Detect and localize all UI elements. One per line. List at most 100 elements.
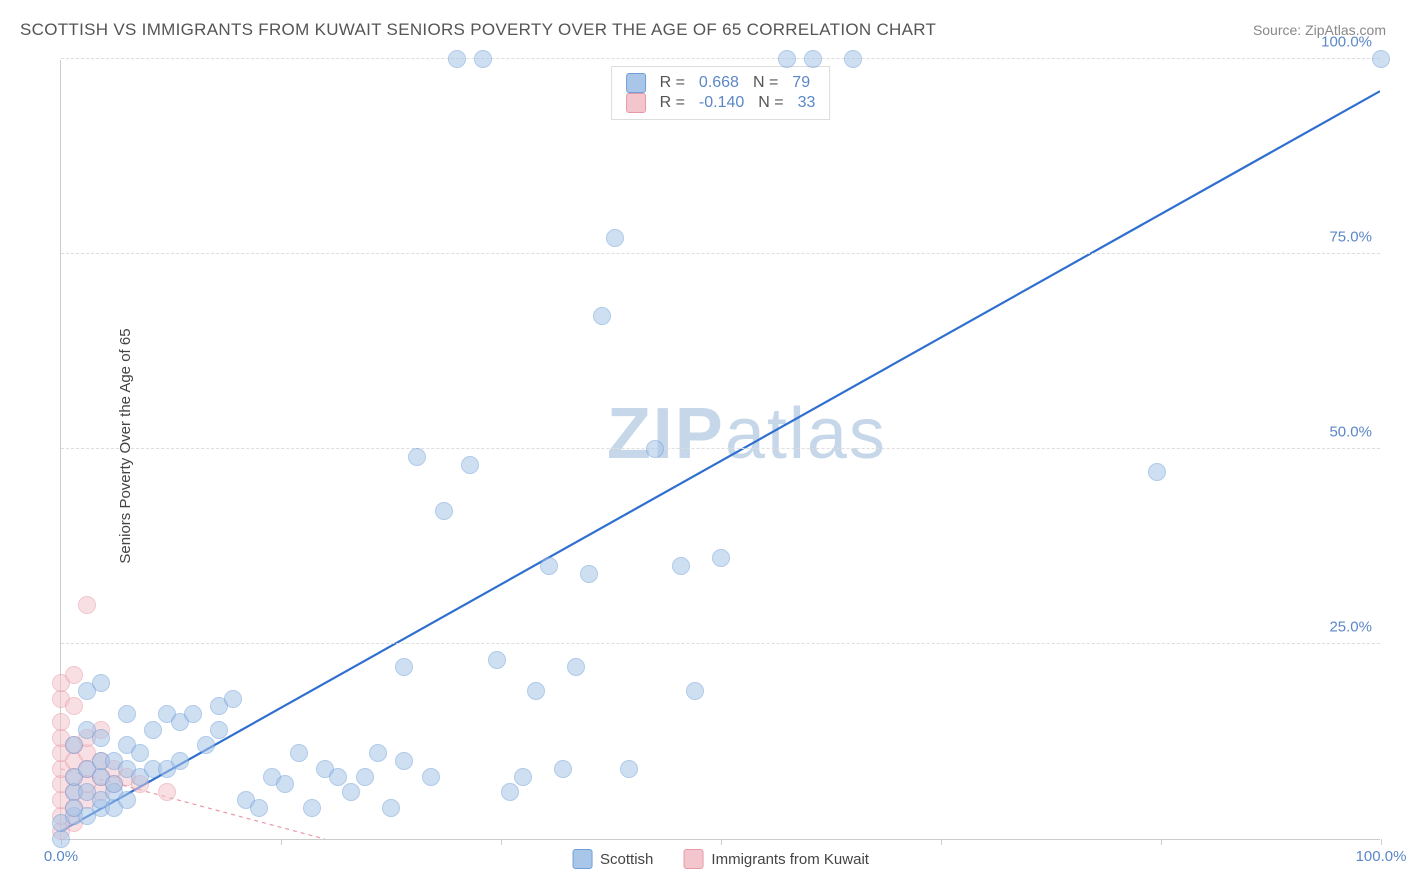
scatter-point-series1 (52, 830, 70, 848)
ytick-label: 50.0% (1329, 424, 1372, 441)
scatter-point-series1 (342, 783, 360, 801)
scatter-point-series1 (408, 448, 426, 466)
scatter-point-series1 (131, 744, 149, 762)
scatter-point-series1 (250, 799, 268, 817)
swatch-series2 (683, 849, 703, 869)
scatter-point-series1 (804, 50, 822, 68)
swatch-series1 (626, 73, 646, 93)
ytick-label: 75.0% (1329, 229, 1372, 246)
scatter-point-series1 (672, 557, 690, 575)
scatter-point-series1 (620, 760, 638, 778)
r-label: R = (660, 74, 685, 92)
scatter-point-series1 (844, 50, 862, 68)
scatter-point-series1 (105, 775, 123, 793)
scatter-point-series1 (65, 799, 83, 817)
xtick (721, 839, 722, 845)
xtick (281, 839, 282, 845)
ytick-label: 100.0% (1321, 34, 1372, 51)
scatter-point-series1 (171, 752, 189, 770)
scatter-point-series1 (184, 705, 202, 723)
scatter-point-series1 (118, 705, 136, 723)
bottom-legend: Scottish Immigrants from Kuwait (572, 849, 869, 869)
r-value-series1: 0.668 (699, 74, 739, 92)
stats-row-series2: R = -0.140 N = 33 (626, 93, 816, 113)
scatter-point-series1 (329, 768, 347, 786)
scatter-point-series1 (224, 690, 242, 708)
scatter-point-series1 (290, 744, 308, 762)
grid-line (61, 253, 1380, 254)
scatter-point-series1 (514, 768, 532, 786)
scatter-point-series2 (78, 596, 96, 614)
scatter-point-series1 (356, 768, 374, 786)
scatter-point-series2 (65, 697, 83, 715)
scatter-point-series1 (778, 50, 796, 68)
scatter-point-series1 (144, 721, 162, 739)
scatter-point-series1 (65, 736, 83, 754)
scatter-point-series1 (461, 456, 479, 474)
scatter-point-series1 (92, 729, 110, 747)
scatter-point-series1 (448, 50, 466, 68)
xtick-label: 100.0% (1356, 848, 1406, 865)
xtick (501, 839, 502, 845)
scatter-point-series1 (1148, 463, 1166, 481)
scatter-point-series1 (474, 50, 492, 68)
legend-label-series2: Immigrants from Kuwait (711, 851, 869, 868)
r-label: R = (660, 94, 685, 112)
scatter-point-series1 (395, 752, 413, 770)
swatch-series1 (572, 849, 592, 869)
scatter-point-series1 (1372, 50, 1390, 68)
chart-header: SCOTTISH VS IMMIGRANTS FROM KUWAIT SENIO… (20, 20, 1386, 40)
xtick-label: 0.0% (44, 848, 78, 865)
scatter-chart: ZIPatlas R = 0.668 N = 79 R = -0.140 N =… (60, 60, 1380, 840)
watermark-light: atlas (725, 394, 887, 474)
scatter-point-series1 (118, 791, 136, 809)
legend-item-series2: Immigrants from Kuwait (683, 849, 869, 869)
chart-title: SCOTTISH VS IMMIGRANTS FROM KUWAIT SENIO… (20, 20, 936, 40)
trend-lines (61, 60, 1380, 839)
scatter-point-series1 (210, 721, 228, 739)
n-value-series1: 79 (792, 74, 810, 92)
scatter-point-series1 (646, 440, 664, 458)
scatter-point-series1 (501, 783, 519, 801)
scatter-point-series1 (540, 557, 558, 575)
scatter-point-series2 (158, 783, 176, 801)
xtick (1161, 839, 1162, 845)
scatter-point-series1 (712, 549, 730, 567)
legend-item-series1: Scottish (572, 849, 653, 869)
scatter-point-series1 (197, 736, 215, 754)
grid-line (61, 448, 1380, 449)
scatter-point-series1 (369, 744, 387, 762)
xtick (1381, 839, 1382, 845)
xtick (941, 839, 942, 845)
scatter-point-series2 (65, 666, 83, 684)
scatter-point-series1 (527, 682, 545, 700)
scatter-point-series1 (435, 502, 453, 520)
scatter-point-series1 (422, 768, 440, 786)
n-label: N = (753, 74, 778, 92)
grid-line (61, 643, 1380, 644)
scatter-point-series1 (686, 682, 704, 700)
n-label: N = (758, 94, 783, 112)
scatter-point-series2 (52, 713, 70, 731)
scatter-point-series1 (488, 651, 506, 669)
stats-row-series1: R = 0.668 N = 79 (626, 73, 816, 93)
grid-line (61, 58, 1380, 59)
swatch-series2 (626, 93, 646, 113)
scatter-point-series1 (593, 307, 611, 325)
stats-legend-box: R = 0.668 N = 79 R = -0.140 N = 33 (611, 66, 831, 120)
scatter-point-series1 (276, 775, 294, 793)
ytick-label: 25.0% (1329, 619, 1372, 636)
scatter-point-series1 (382, 799, 400, 817)
scatter-point-series1 (567, 658, 585, 676)
scatter-point-series1 (606, 229, 624, 247)
scatter-point-series1 (580, 565, 598, 583)
scatter-point-series1 (395, 658, 413, 676)
legend-label-series1: Scottish (600, 851, 653, 868)
r-value-series2: -0.140 (699, 94, 744, 112)
n-value-series2: 33 (798, 94, 816, 112)
scatter-point-series1 (92, 674, 110, 692)
scatter-point-series1 (554, 760, 572, 778)
watermark-bold: ZIP (607, 394, 725, 474)
watermark: ZIPatlas (607, 393, 887, 475)
scatter-point-series1 (303, 799, 321, 817)
